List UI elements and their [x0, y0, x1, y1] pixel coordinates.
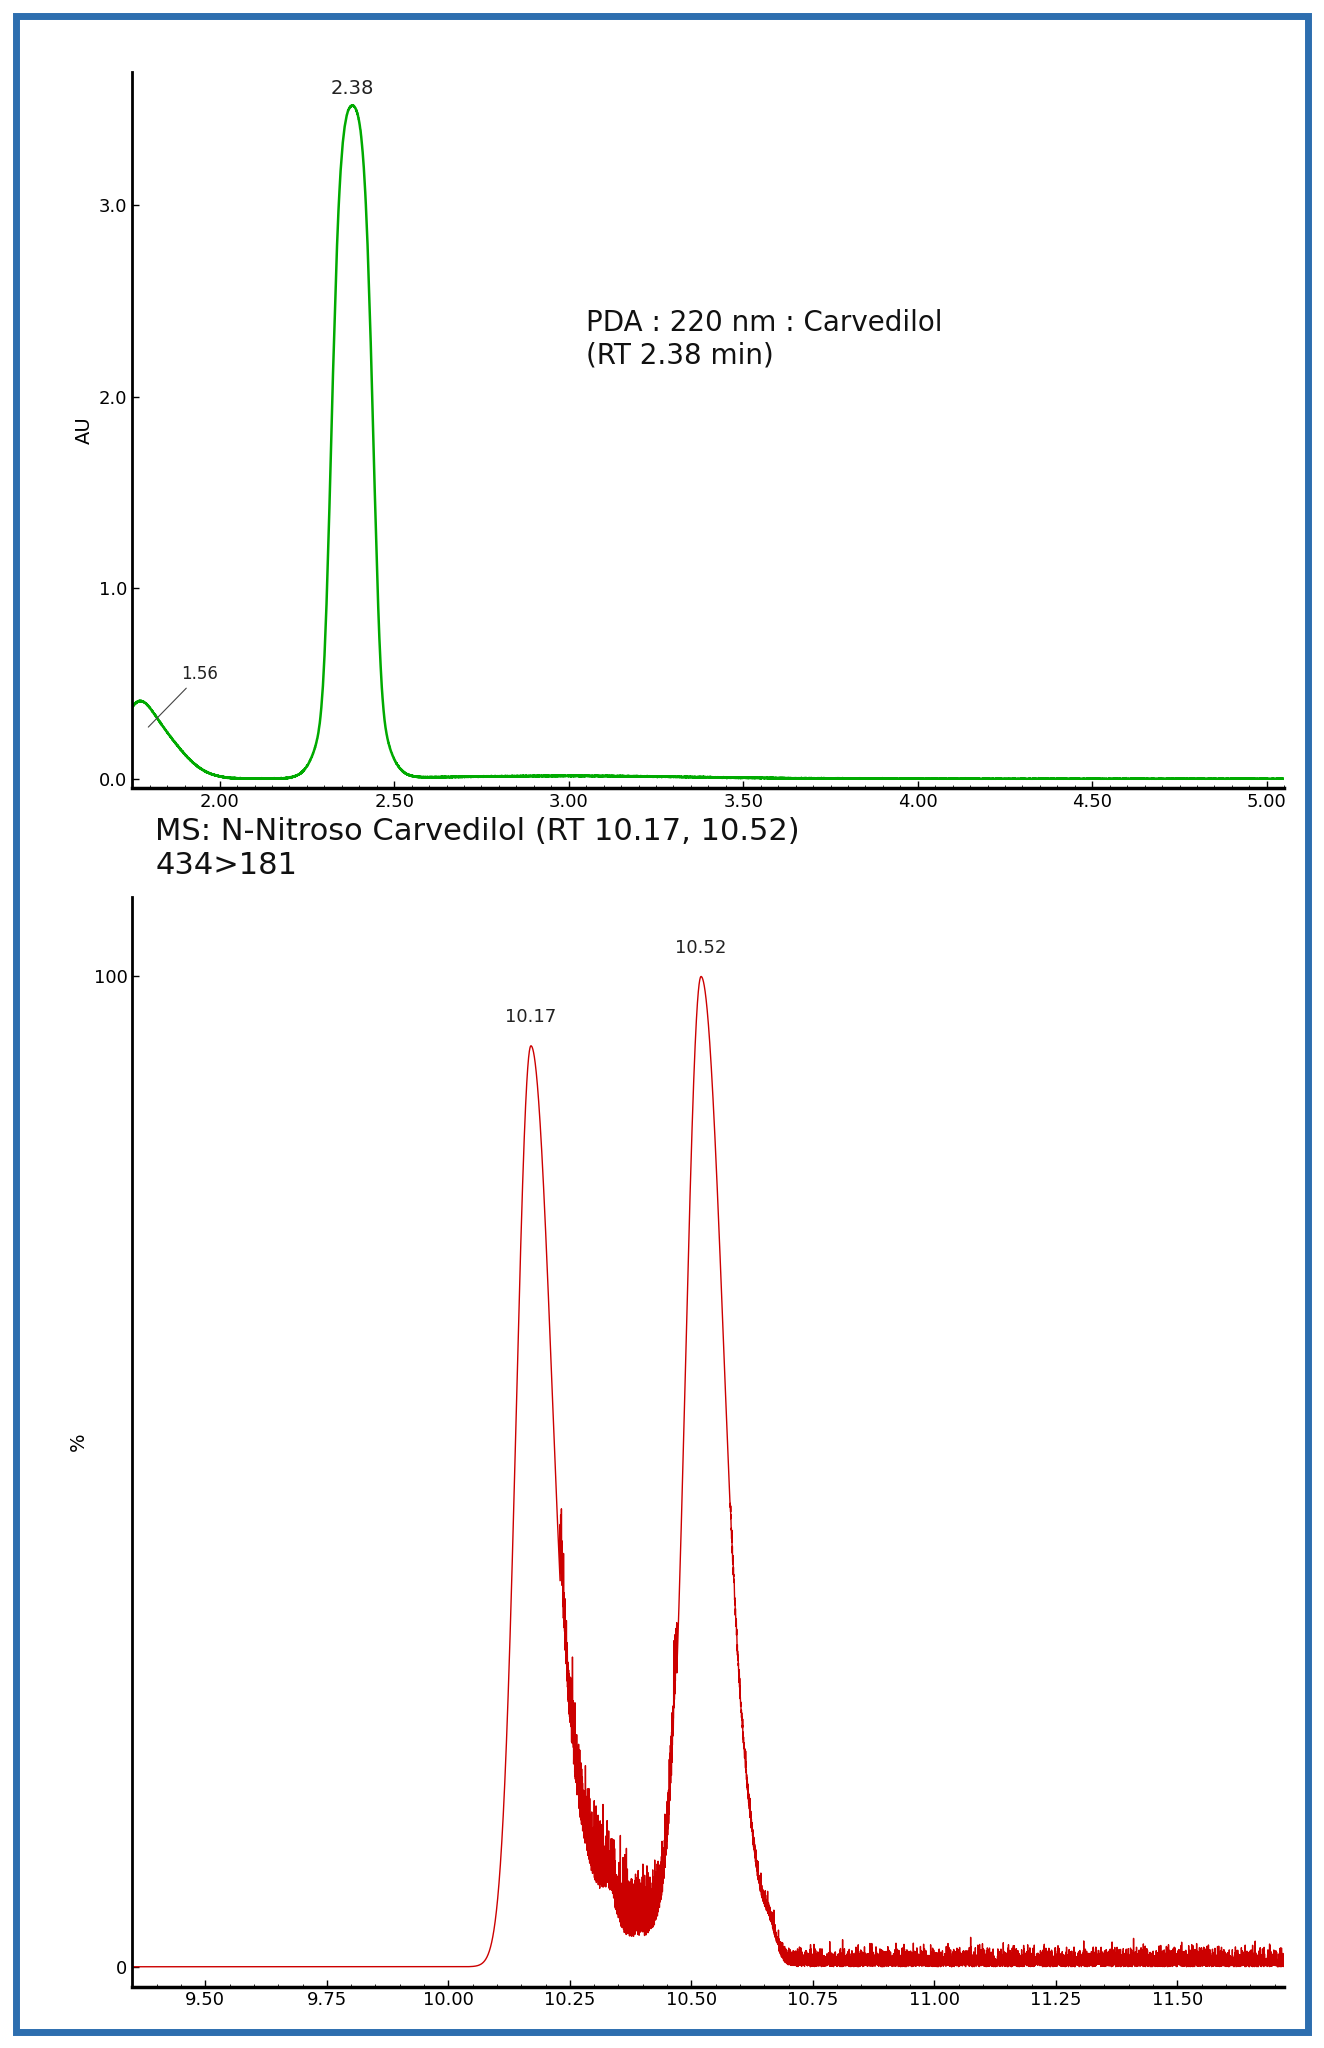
Text: 2.38: 2.38: [331, 80, 373, 98]
Text: 10.52: 10.52: [675, 938, 727, 956]
Y-axis label: %: %: [69, 1434, 89, 1452]
Text: 10.17: 10.17: [506, 1008, 556, 1026]
Text: 1.56: 1.56: [148, 666, 218, 727]
Y-axis label: AU: AU: [74, 416, 94, 444]
Text: MS: N-Nitroso Carvedilol (RT 10.17, 10.52)
434>181: MS: N-Nitroso Carvedilol (RT 10.17, 10.5…: [155, 817, 800, 879]
Text: PDA : 220 nm : Carvedilol
(RT 2.38 min): PDA : 220 nm : Carvedilol (RT 2.38 min): [587, 309, 943, 369]
